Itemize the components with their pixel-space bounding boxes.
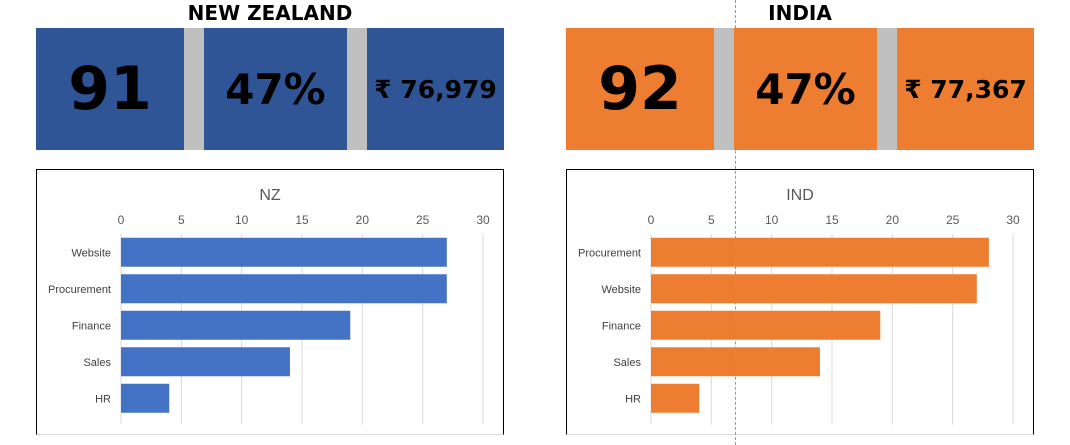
india-count-card: 92 [566,28,714,150]
india-category-label: Sales [613,357,641,369]
india-percent-value: 47% [755,64,856,114]
india-category-label: Finance [602,320,641,332]
india-bar [651,237,989,267]
india-kpi-row: 92 47% ₹ 77,367 [566,28,1034,150]
nz-x-tick-label: 20 [356,213,370,227]
nz-amount-card: ₹ 76,979 [367,28,504,150]
india-category-label: Procurement [578,247,641,259]
nz-kpi-row: 91 47% ₹ 76,979 [36,28,504,150]
nz-category-label: Finance [72,320,111,332]
nz-category-label: HR [95,393,111,405]
india-x-tick-label: 25 [946,213,960,227]
india-bar [651,310,881,340]
india-chart-title: IND [786,187,814,204]
nz-count-value: 91 [68,54,152,124]
india-kpi-separator [714,28,734,150]
india-chart: IND 0 5 10 15 20 25 30 Procurement Website Finance… [566,169,1034,435]
nz-bar [121,310,351,340]
india-chart-svg: IND 0 5 10 15 20 25 30 Procurement Website Finance… [578,187,1020,425]
india-x-tick-label: 20 [886,213,900,227]
nz-category-label: Website [71,247,111,259]
india-category-label: Website [601,284,641,296]
india-x-tick-label: 30 [1006,213,1020,227]
nz-percent-value: 47% [225,64,326,114]
india-percent-card: 47% [734,28,877,150]
nz-bar [121,347,290,377]
nz-chart: NZ 0 5 10 15 20 25 30 Website Procurement Finance S… [36,169,504,435]
india-x-tick-label: 5 [708,213,715,227]
india-x-tick-label: 0 [648,213,655,227]
india-category-label: HR [625,393,641,405]
nz-x-tick-label: 15 [295,213,309,227]
india-x-tick-label: 10 [765,213,779,227]
nz-amount-value: ₹ 76,979 [374,74,497,104]
nz-panel-title: NEW ZEALAND [187,1,353,25]
nz-chart-svg: NZ 0 5 10 15 20 25 30 Website Procurement Finance S… [48,187,490,425]
nz-x-tick-label: 30 [476,213,490,227]
nz-kpi-separator [184,28,204,150]
nz-bar [121,383,170,413]
nz-x-tick-label: 5 [178,213,185,227]
nz-chart-title: NZ [259,187,281,204]
nz-x-tick-label: 25 [416,213,430,227]
india-bar [651,274,977,304]
india-bar [651,383,700,413]
india-panel-title: INDIA [768,1,832,25]
india-count-value: 92 [598,54,682,124]
nz-bar [121,274,447,304]
india-x-tick-label: 15 [825,213,839,227]
india-kpi-separator [877,28,897,150]
nz-percent-card: 47% [204,28,347,150]
india-amount-card: ₹ 77,367 [897,28,1034,150]
nz-category-label: Procurement [48,284,111,296]
nz-x-tick-label: 10 [235,213,249,227]
dashed-guide-line [735,0,736,445]
india-amount-value: ₹ 77,367 [904,74,1027,104]
nz-category-label: Sales [83,357,111,369]
nz-x-tick-label: 0 [118,213,125,227]
nz-kpi-separator [347,28,367,150]
nz-count-card: 91 [36,28,184,150]
nz-bar [121,237,447,267]
